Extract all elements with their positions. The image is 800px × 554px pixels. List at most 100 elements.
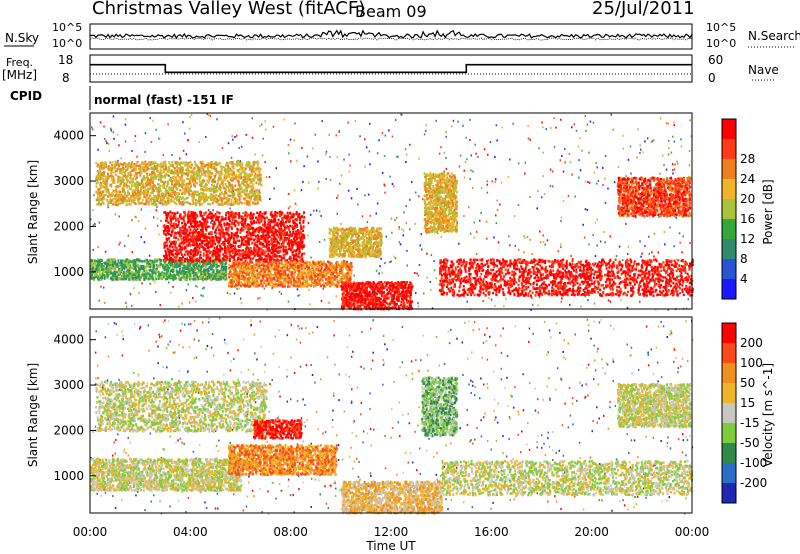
echo-cell xyxy=(369,150,371,152)
echo-cell xyxy=(224,277,226,280)
echo-cell xyxy=(639,301,641,303)
echo-cell xyxy=(108,143,110,145)
echo-cell xyxy=(639,152,641,154)
noise-search-line xyxy=(90,38,692,40)
echo-cell xyxy=(569,304,571,306)
echo-cell xyxy=(171,276,173,279)
echo-cell xyxy=(628,246,630,248)
echo-cell xyxy=(138,220,140,222)
echo-cell xyxy=(543,241,545,243)
echo-cell xyxy=(407,265,409,267)
echo-cell xyxy=(636,157,638,159)
echo-cell xyxy=(112,267,114,270)
echo-cell xyxy=(430,281,432,283)
echo-cell xyxy=(498,241,500,243)
echo-cell xyxy=(395,257,397,259)
echo-cell xyxy=(151,271,153,274)
echo-cell xyxy=(541,196,543,198)
echo-cell xyxy=(537,304,539,306)
echo-cell xyxy=(340,223,342,225)
echo-cell xyxy=(294,139,296,141)
freq-line xyxy=(90,65,692,73)
echo-cell xyxy=(105,267,107,270)
echo-cell xyxy=(580,169,582,171)
echo-cell xyxy=(110,277,112,280)
echo-cell xyxy=(91,126,93,128)
echo-cell xyxy=(400,243,402,245)
echo-cell xyxy=(156,260,158,263)
echo-cell xyxy=(518,249,520,251)
echo-cell xyxy=(596,245,598,247)
echo-cell xyxy=(159,138,161,140)
echo-cell xyxy=(146,259,148,262)
echo-cell xyxy=(328,302,330,304)
echo-cell xyxy=(589,182,591,184)
echo-cell xyxy=(139,260,141,263)
echo-cell xyxy=(537,207,539,209)
echo-cell xyxy=(107,275,109,278)
echo-cell xyxy=(202,288,204,290)
echo-cell xyxy=(214,277,216,280)
echo-cell xyxy=(160,259,162,262)
echo-cell xyxy=(231,157,233,159)
echo-cell xyxy=(662,155,664,157)
echo-cell xyxy=(131,150,133,152)
echo-cell xyxy=(134,261,136,264)
echo-cell xyxy=(613,129,615,131)
echo-cell xyxy=(206,277,208,280)
echo-cell xyxy=(234,293,236,295)
echo-cell xyxy=(222,147,224,149)
echo-cell xyxy=(671,152,673,154)
echo-cell xyxy=(347,122,349,124)
echo-cell xyxy=(611,114,613,116)
echo-cell xyxy=(178,271,180,274)
echo-cell xyxy=(457,121,459,123)
echo-cell xyxy=(676,217,678,219)
echo-cell xyxy=(218,265,220,268)
echo-cell xyxy=(290,160,292,162)
echo-cell xyxy=(175,259,177,262)
noise-right-label: N.Search xyxy=(748,29,800,43)
echo-cell xyxy=(561,155,563,157)
echo-cell xyxy=(94,223,96,225)
echo-cell xyxy=(482,300,484,302)
echo-cell xyxy=(444,170,446,172)
echo-cell xyxy=(297,288,299,290)
echo-cell xyxy=(466,158,468,160)
echo-cell xyxy=(92,128,94,130)
echo-cell xyxy=(326,178,328,180)
echo-cell xyxy=(212,278,214,281)
echo-cell xyxy=(433,260,435,262)
echo-cell xyxy=(131,305,133,307)
echo-cell xyxy=(216,262,218,265)
echo-cell xyxy=(110,269,112,272)
echo-cell xyxy=(430,289,432,291)
echo-cell xyxy=(202,295,204,297)
echo-cell xyxy=(416,273,418,275)
beam-title: Beam 09 xyxy=(355,2,427,21)
echo-cell xyxy=(426,124,428,126)
echo-cell xyxy=(198,267,200,270)
echo-cell xyxy=(108,206,110,208)
echo-cell xyxy=(369,163,371,165)
echo-cell xyxy=(570,161,572,163)
echo-cell xyxy=(136,258,138,261)
echo-cell xyxy=(176,262,178,265)
echo-cell xyxy=(167,123,169,125)
echo-cell xyxy=(124,264,126,267)
echo-cell xyxy=(406,250,408,252)
echo-cell xyxy=(563,171,565,173)
echo-cell xyxy=(644,140,646,142)
echo-cell xyxy=(142,271,144,274)
echo-cell xyxy=(91,260,93,263)
echo-cell xyxy=(678,276,680,278)
echo-cell xyxy=(198,227,200,229)
echo-cell xyxy=(659,173,661,175)
echo-cell xyxy=(524,237,526,239)
echo-cell xyxy=(144,241,146,243)
echo-cell xyxy=(652,140,654,142)
echo-cell xyxy=(690,135,692,137)
echo-cell xyxy=(207,268,209,271)
echo-cell xyxy=(545,244,547,246)
echo-cell xyxy=(273,126,275,128)
